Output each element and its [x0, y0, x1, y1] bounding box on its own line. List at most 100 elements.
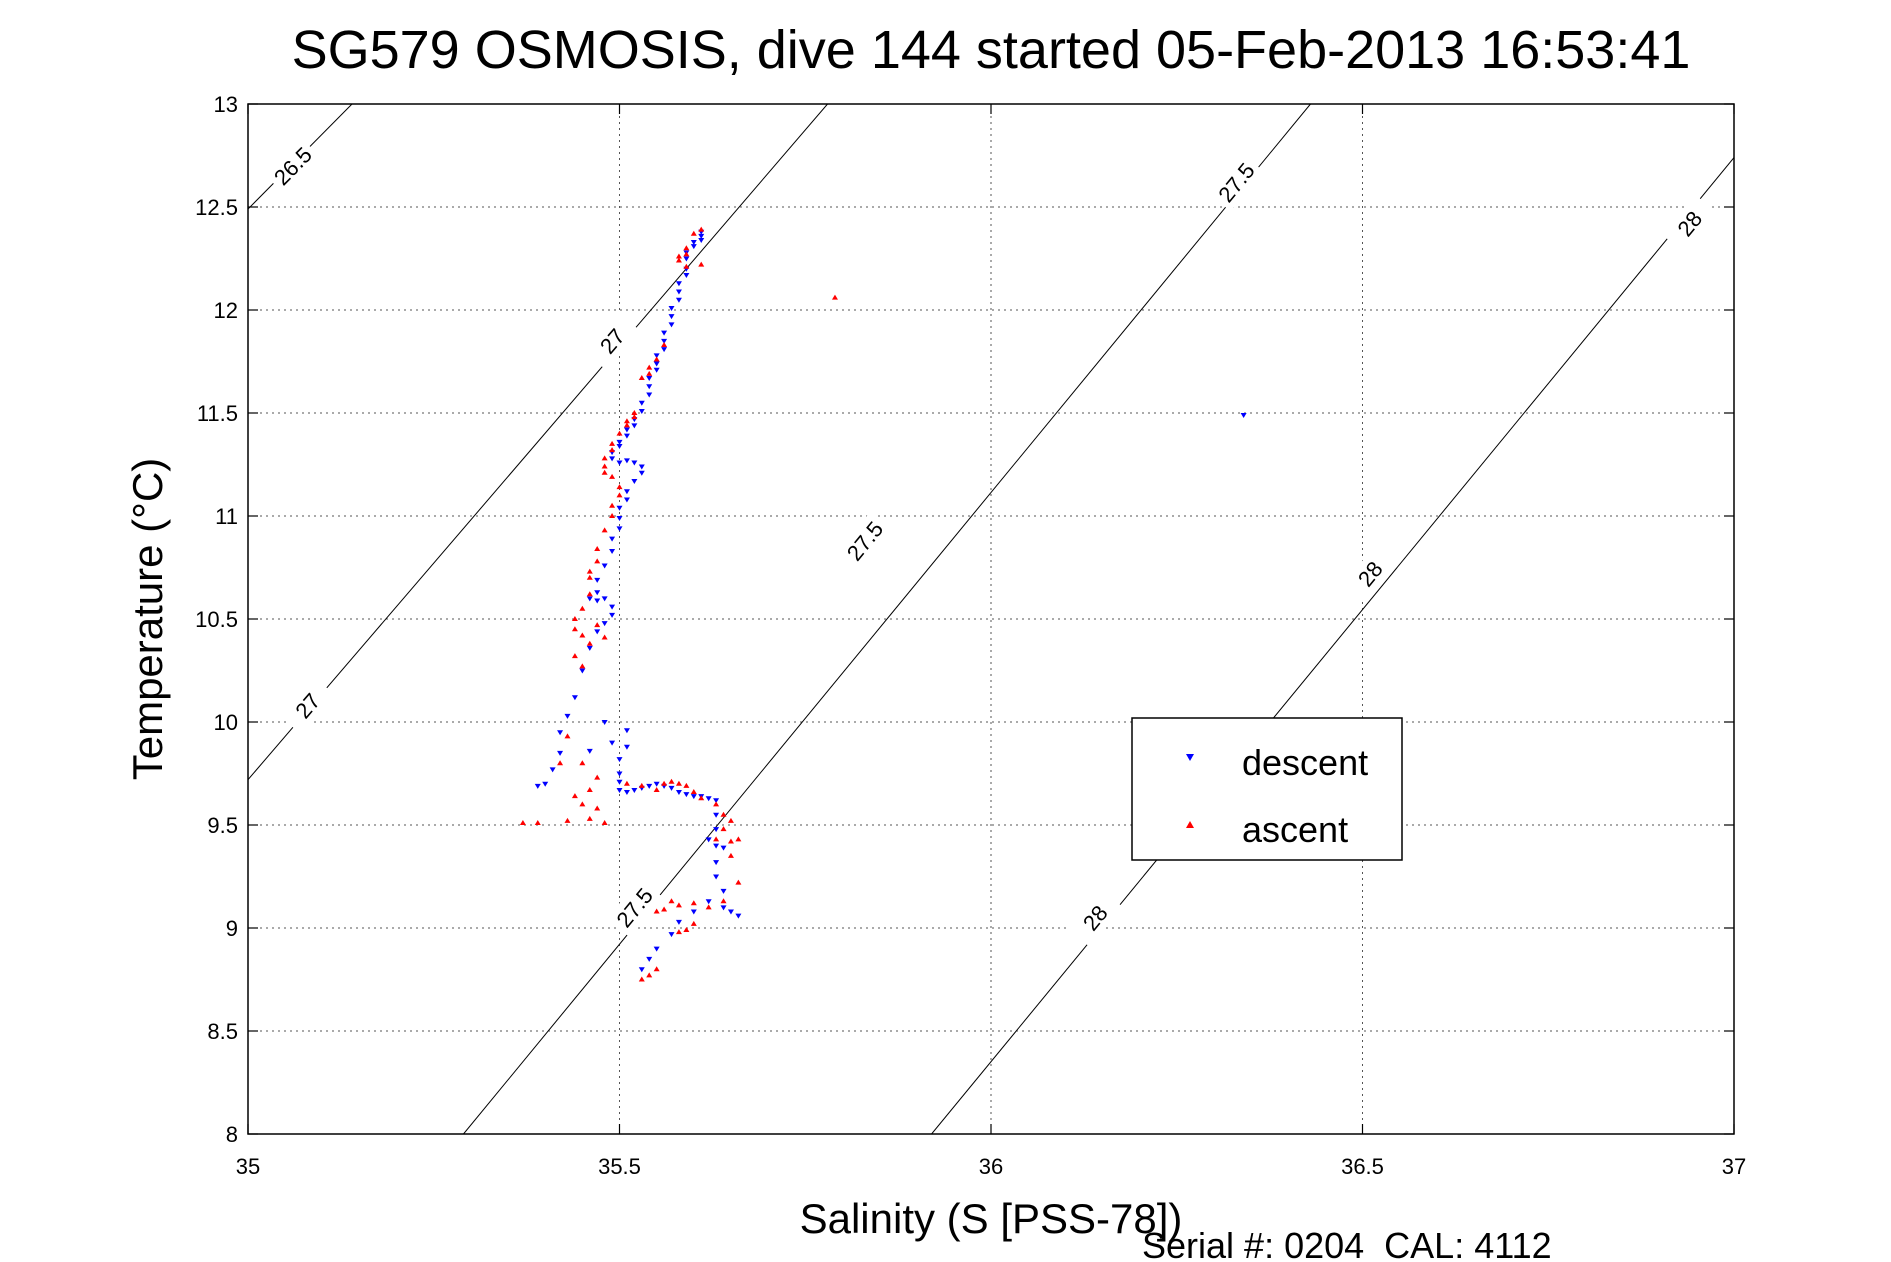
ascent-point [683, 782, 690, 788]
y-tick-label: 10.5 [195, 607, 238, 632]
descent-point [653, 361, 660, 367]
y-tick-label: 13 [214, 92, 238, 117]
x-axis-label: Salinity (S [PSS-78]) [800, 1195, 1183, 1242]
descent-point [638, 470, 645, 476]
descent-point [713, 827, 720, 833]
ascent-point [601, 819, 608, 825]
descent-point [646, 956, 653, 962]
descent-point [690, 794, 697, 800]
descent-point [594, 629, 601, 635]
ascent-point [713, 836, 720, 842]
ascent-point [564, 733, 571, 739]
descent-point [646, 384, 653, 390]
descent-point [616, 526, 623, 532]
descent-point [586, 596, 593, 602]
descent-point [713, 860, 720, 866]
y-tick-label: 11 [215, 504, 238, 529]
ascent-point [616, 484, 623, 490]
descent-point [616, 516, 623, 522]
ascent-point [616, 492, 623, 498]
descent-point [653, 353, 660, 359]
legend-ascent-label: ascent [1242, 809, 1348, 850]
ascent-point [586, 786, 593, 792]
ascent-point [623, 422, 630, 428]
descent-point [623, 744, 630, 750]
descent-point [601, 563, 608, 569]
isopycnal-label-bg [279, 676, 335, 735]
descent-point [616, 439, 623, 445]
ascent-point [646, 972, 653, 978]
ascent-point [727, 817, 734, 823]
y-tick-label: 12 [214, 298, 238, 323]
legend-box [1131, 717, 1403, 861]
ascent-point [609, 502, 616, 508]
descent-point [638, 408, 645, 414]
ascent-point [720, 898, 727, 904]
isopycnal-label-bg [1662, 194, 1717, 253]
ascent-point [571, 616, 578, 621]
descent-point [646, 375, 653, 381]
grid [248, 104, 1734, 1134]
ascent-point [594, 622, 601, 628]
descent-point [668, 322, 675, 328]
ascent-point [653, 966, 660, 972]
descent-point [713, 798, 720, 804]
ascent-point [609, 473, 616, 479]
descent-point [668, 932, 675, 938]
ascent-point [616, 430, 623, 436]
ascent-point [609, 440, 616, 446]
ascent-point [631, 410, 638, 415]
legend-ascent-marker [1186, 821, 1194, 828]
ascent-point [601, 469, 608, 475]
descent-point [601, 621, 608, 627]
descent-point [609, 740, 616, 746]
isopycnal-line [463, 104, 1311, 1134]
legend-descent-marker [1186, 754, 1194, 761]
descent-point [661, 347, 668, 353]
ascent-point [675, 257, 682, 263]
descent-point [564, 713, 571, 719]
descent-point [609, 549, 616, 555]
y-axis-ticks: 8 8.5 9 9.5 10 10.5 11 11.5 12 12.5 13 [195, 92, 1734, 1147]
descent-point [646, 783, 653, 789]
y-tick-label: 10 [214, 710, 238, 735]
descent-point [735, 913, 742, 919]
descent-point [623, 433, 630, 439]
descent-point [623, 427, 630, 433]
legend: descent ascent [1131, 717, 1403, 861]
descent-point [557, 730, 564, 736]
y-tick-label: 9 [226, 916, 238, 941]
descent-point [638, 967, 645, 973]
ascent-point [720, 811, 727, 817]
descent-point [616, 779, 623, 785]
descent-point [661, 338, 668, 344]
ascent-point [661, 906, 668, 912]
descent-point [713, 843, 720, 849]
data-points [519, 226, 1247, 982]
ascent-point [594, 774, 601, 780]
ascent-point [571, 653, 578, 659]
ascent-point [653, 908, 660, 914]
isopycnal-label-bg [1342, 544, 1398, 603]
ascent-point [594, 545, 601, 551]
ascent-point [594, 558, 601, 564]
ascent-point [653, 786, 660, 792]
descent-point [623, 497, 630, 503]
descent-point [720, 905, 727, 911]
descent-point [549, 767, 556, 773]
ascent-point [579, 760, 586, 766]
ascent-point [571, 626, 578, 632]
descent-point [638, 400, 645, 406]
descent-point [690, 909, 697, 915]
ascent-point [690, 900, 697, 906]
ascent-point [675, 929, 682, 935]
ascent-point [586, 591, 593, 597]
descent-point [720, 845, 727, 851]
y-tick-label: 8 [226, 1122, 238, 1147]
descent-point [646, 392, 653, 398]
descent-point [623, 790, 630, 796]
ascent-point [661, 780, 668, 786]
isopycnal-line [931, 157, 1734, 1134]
ascent-point [601, 634, 608, 640]
